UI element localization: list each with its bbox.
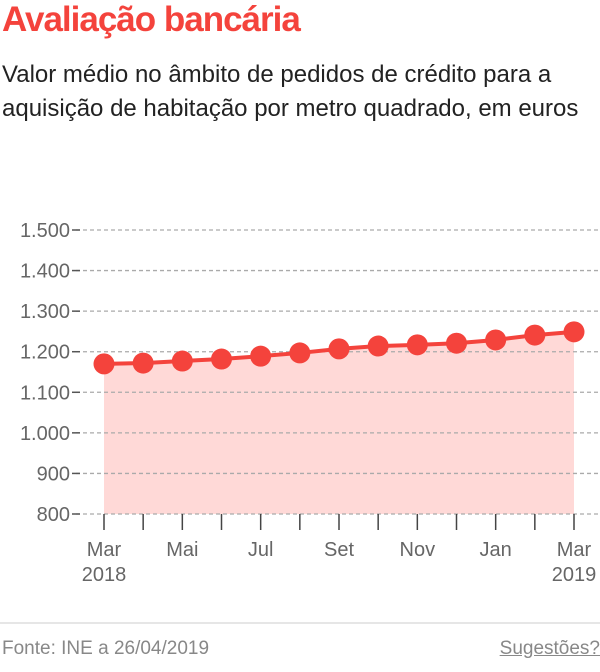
area-fill: [104, 331, 574, 514]
data-point: [328, 338, 350, 360]
data-point: [524, 324, 546, 346]
data-point: [406, 334, 428, 356]
y-tick-label: 800: [37, 504, 70, 526]
y-tick-label: 1.200: [20, 342, 70, 364]
x-tick-label: Mar: [557, 539, 592, 561]
data-point: [367, 335, 389, 357]
chart-subtitle: Valor médio no âmbito de pedidos de créd…: [2, 61, 579, 122]
data-point: [250, 345, 272, 367]
footer-divider: [0, 622, 600, 624]
chart-title: Avaliação bancária: [2, 0, 301, 39]
data-point: [446, 332, 467, 354]
x-tick-label: Mar: [87, 539, 122, 561]
data-point: [211, 348, 232, 370]
data-point: [289, 342, 311, 364]
suggestions-link[interactable]: Sugestões?: [499, 638, 600, 659]
y-tick-label: 1.400: [20, 261, 70, 283]
y-tick-label: 1.100: [20, 382, 70, 404]
data-point: [171, 350, 193, 372]
y-tick-label: 1.300: [20, 301, 70, 323]
y-tick-label: 1.500: [20, 220, 70, 242]
y-tick-label: 1.000: [20, 423, 70, 445]
x-tick-label: Nov: [400, 539, 436, 561]
data-point: [93, 353, 115, 375]
x-tick-label: Mai: [166, 539, 198, 561]
data-point: [485, 329, 507, 351]
data-point: [563, 321, 585, 343]
x-tick-label: Jan: [480, 539, 512, 561]
data-point: [132, 352, 154, 374]
x-tick-sublabel: 2018: [82, 564, 127, 586]
source-text: Fonte: INE a 26/04/2019: [2, 638, 210, 659]
x-tick-label: Jul: [248, 539, 274, 561]
x-tick-label: Set: [324, 539, 354, 561]
chart: 800 900 1.000 1.100 1.200 1.300 1.400 1.500 Mar 2…: [20, 220, 600, 586]
y-tick-label: 900: [37, 463, 70, 485]
x-tick-sublabel: 2019: [552, 564, 597, 586]
